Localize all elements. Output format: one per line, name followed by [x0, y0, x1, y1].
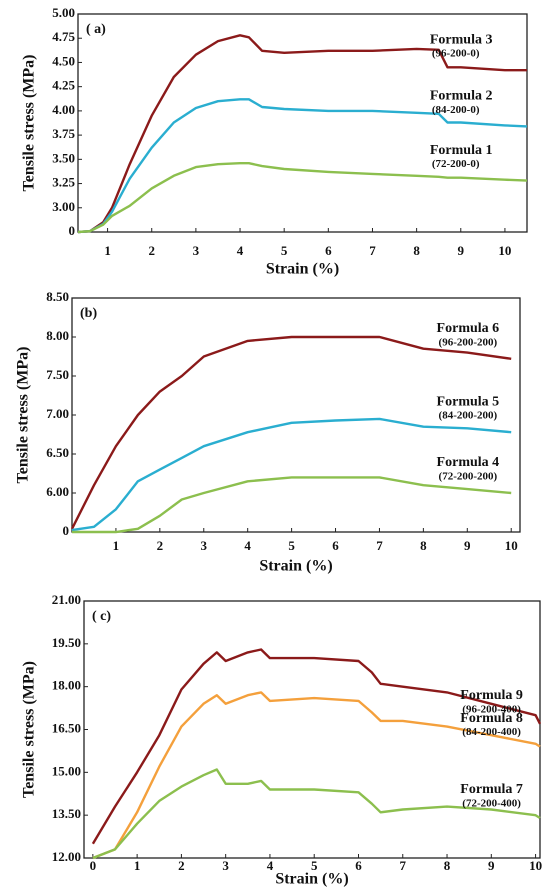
x-tick-label: 7 [400, 858, 407, 873]
y-tick-label: 8.50 [46, 289, 69, 304]
y-tick-label: 3.00 [52, 199, 75, 214]
x-tick-label: 7 [376, 538, 383, 553]
x-tick-label: 10 [498, 243, 511, 258]
x-tick-label: 8 [413, 243, 420, 258]
series-sublabel: (84-200-0) [432, 104, 480, 116]
y-tick-label: 16.50 [52, 720, 81, 735]
series-label: Formula 3 [430, 32, 493, 47]
x-tick-label: 3 [222, 858, 229, 873]
series-line [77, 98, 528, 234]
x-tick-label: 5 [288, 538, 295, 553]
x-tick-label: 8 [444, 858, 451, 873]
panel-label: ( c) [92, 609, 111, 624]
x-tick-label: 8 [420, 538, 427, 553]
series-line [77, 162, 528, 234]
series-label: Formula 2 [430, 89, 493, 104]
x-axis-title: Strain (%) [266, 261, 339, 278]
y-tick-label: 0 [63, 523, 70, 538]
x-tick-label: 1 [104, 243, 111, 258]
series-label: Formula 7 [460, 782, 523, 797]
x-tick-label: 0 [90, 858, 97, 873]
x-tick-label: 4 [237, 243, 244, 258]
y-tick-label: 6.00 [46, 484, 69, 499]
panel-label: ( a) [86, 22, 106, 37]
series-label: Formula 6 [437, 321, 500, 336]
y-tick-label: 4.25 [52, 78, 75, 93]
x-tick-label: 3 [201, 538, 208, 553]
series-label: Formula 1 [430, 143, 493, 158]
panel: 12.00 13.50 15.00 16.50 18.00 19.50 21.00 0 1 2 3 4… [21, 592, 542, 888]
series-line [70, 335, 512, 530]
series-sublabel: (84-200-200) [439, 410, 498, 422]
series-line [71, 417, 512, 532]
series-sublabel: (96-200-200) [439, 336, 498, 348]
y-tick-label: 3.75 [52, 126, 75, 141]
y-tick-label: 5.00 [52, 5, 75, 20]
series-sublabel: (96-200-400) [462, 703, 521, 715]
y-tick-label: 4.75 [52, 29, 75, 44]
y-tick-label: 7.50 [46, 367, 69, 382]
y-tick-label: 0 [69, 223, 76, 238]
series-line [72, 476, 512, 534]
y-tick-label: 3.50 [52, 150, 75, 165]
plot-frame [77, 13, 528, 233]
series-label: Formula 5 [437, 394, 500, 409]
x-tick-label: 7 [369, 243, 376, 258]
series-label: Formula 4 [437, 455, 500, 470]
series-sublabel: (96-200-0) [432, 48, 480, 60]
panel-label: (b) [80, 306, 97, 321]
y-tick-label: 18.00 [52, 678, 81, 693]
y-tick-label: 4.00 [52, 102, 75, 117]
y-tick-label: 21.00 [52, 592, 81, 607]
x-tick-label: 3 [193, 243, 200, 258]
x-tick-label: 10 [505, 538, 518, 553]
x-axis-title: Strain (%) [259, 558, 332, 575]
panel: 0 6.00 6.50 7.00 7.50 8.00 8.50 1 2 3 4 5 6 7 8 9 10 Stra… [15, 289, 521, 575]
x-tick-label: 5 [311, 858, 318, 873]
y-tick-label: 13.50 [52, 806, 81, 821]
series-sublabel: (72-200-400) [462, 798, 521, 810]
x-tick-label: 5 [281, 243, 288, 258]
y-tick-label: 12.00 [52, 849, 81, 864]
x-tick-label: 4 [244, 538, 251, 553]
x-tick-label: 9 [458, 243, 465, 258]
y-tick-label: 7.00 [46, 406, 69, 421]
series-line [92, 691, 541, 860]
series-sublabel: (84-200-400) [462, 726, 521, 738]
y-tick-label: 15.00 [52, 763, 81, 778]
x-tick-label: 6 [325, 243, 332, 258]
panel: 0 3.00 3.25 3.50 3.75 4.00 4.25 4.50 4.75 5.00 1 2 3… [21, 5, 528, 278]
series-line [77, 34, 527, 234]
x-tick-label: 2 [178, 858, 185, 873]
x-tick-label: 9 [464, 538, 471, 553]
y-axis-title: Tensile stress (MPa) [15, 347, 32, 484]
y-tick-label: 6.50 [46, 445, 69, 460]
y-tick-label: 19.50 [52, 635, 81, 650]
y-axis-title: Tensile stress (MPa) [21, 661, 38, 798]
y-axis-title: Tensile stress (MPa) [21, 55, 38, 192]
x-axis-title: Strain (%) [275, 871, 348, 887]
series-line [92, 768, 541, 860]
x-tick-label: 2 [157, 538, 164, 553]
x-tick-label: 6 [355, 858, 362, 873]
y-tick-label: 3.25 [52, 175, 75, 190]
x-tick-label: 1 [113, 538, 120, 553]
x-tick-label: 1 [134, 858, 141, 873]
y-tick-label: 8.00 [46, 328, 69, 343]
series-sublabel: (72-200-200) [439, 471, 498, 483]
x-tick-label: 10 [529, 858, 542, 873]
x-tick-label: 9 [488, 858, 495, 873]
series-label: Formula 9 [460, 688, 523, 703]
series-label: Formula 8 [460, 711, 523, 726]
y-tick-label: 4.50 [52, 53, 75, 68]
series-line [91, 648, 542, 845]
x-tick-label: 6 [332, 538, 339, 553]
x-tick-label: 2 [148, 243, 155, 258]
series-sublabel: (72-200-0) [432, 158, 480, 170]
x-tick-label: 4 [267, 858, 274, 873]
